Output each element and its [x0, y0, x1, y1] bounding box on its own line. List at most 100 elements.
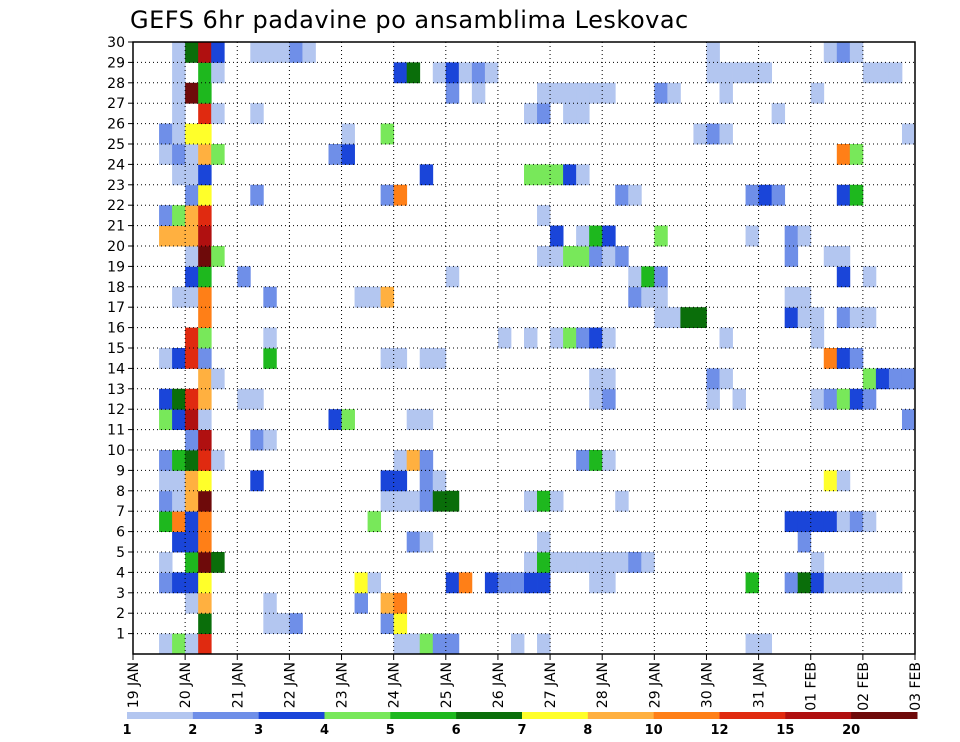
- heatmap-cell: [550, 225, 564, 247]
- colorbar-label: 4: [320, 723, 329, 738]
- heatmap-cell: [380, 184, 395, 206]
- heatmap-cell: [563, 164, 577, 186]
- heatmap-cell: [589, 368, 603, 390]
- colorbar-segment: [851, 712, 918, 719]
- heatmap-cell: [172, 409, 186, 430]
- heatmap-cell: [237, 388, 251, 410]
- heatmap-cell: [615, 246, 629, 267]
- heatmap-cell: [185, 490, 199, 512]
- heatmap-cell: [602, 82, 616, 104]
- y-tick-label: 27: [107, 96, 125, 112]
- heatmap-cell: [576, 246, 590, 267]
- heatmap-cell: [250, 470, 264, 492]
- heatmap-cell: [172, 62, 186, 84]
- heatmap-cell: [628, 552, 642, 573]
- heatmap-cell: [550, 246, 564, 267]
- heatmap-cell: [445, 82, 460, 104]
- heatmap-cell: [263, 348, 277, 369]
- heatmap-cell: [797, 286, 812, 308]
- colorbar-label: 8: [583, 723, 592, 738]
- heatmap-cell: [589, 572, 603, 594]
- colorbar-segment: [785, 712, 852, 719]
- colorbar-label: 15: [776, 723, 794, 738]
- colorbar-segment: [456, 712, 523, 719]
- heatmap-cell: [198, 388, 212, 410]
- heatmap-cell: [550, 490, 564, 512]
- heatmap-cell: [836, 470, 851, 492]
- heatmap-cell: [888, 572, 903, 594]
- x-tick-label: 20 JAN: [178, 662, 194, 708]
- heatmap-cell: [654, 82, 668, 104]
- heatmap-cell: [185, 184, 199, 206]
- heatmap-cell: [758, 62, 773, 84]
- heatmap-cell: [537, 82, 551, 104]
- heatmap-cell: [888, 62, 903, 84]
- x-tick-label: 24 JAN: [387, 662, 403, 708]
- heatmap-cell: [263, 592, 277, 614]
- heatmap-cell: [862, 307, 877, 328]
- y-tick-label: 26: [107, 117, 125, 133]
- heatmap-cell: [185, 42, 199, 63]
- heatmap-cell: [589, 388, 603, 410]
- heatmap-cell: [497, 327, 512, 349]
- heatmap-cell: [484, 572, 499, 594]
- heatmap-cell: [758, 633, 773, 655]
- heatmap-cell: [393, 470, 408, 492]
- x-tick-label: 27 JAN: [543, 662, 559, 708]
- heatmap-cell: [185, 144, 199, 165]
- heatmap-cell: [172, 82, 186, 104]
- heatmap-cell: [380, 592, 395, 614]
- heatmap-cell: [380, 470, 395, 492]
- heatmap-cell: [693, 123, 707, 145]
- y-tick-label: 15: [107, 341, 125, 357]
- y-tick-label: 1: [116, 627, 125, 643]
- heatmap-cell: [576, 225, 590, 247]
- y-tick-label: 9: [116, 463, 125, 479]
- heatmap-cell: [393, 592, 408, 614]
- heatmap-cell: [784, 572, 799, 594]
- heatmap-cell: [380, 613, 395, 634]
- heatmap-cell: [563, 327, 577, 349]
- heatmap-cell: [172, 42, 186, 63]
- heatmap-cell: [198, 450, 212, 471]
- chart-title: GEFS 6hr padavine po ansamblima Leskovac: [130, 6, 689, 34]
- heatmap-cell: [497, 572, 512, 594]
- heatmap-cell: [367, 572, 382, 594]
- heatmap-cell: [615, 552, 629, 573]
- x-tick-label: 19 JAN: [126, 662, 142, 708]
- heatmap-cell: [576, 103, 590, 124]
- x-tick-label: 01 FEB: [804, 662, 820, 711]
- heatmap-cell: [185, 266, 199, 288]
- heatmap-cell: [250, 184, 264, 206]
- heatmap-cell: [406, 531, 421, 553]
- heatmap-cell: [797, 225, 812, 247]
- heatmap-cell: [745, 225, 759, 247]
- y-tick-label: 24: [107, 157, 125, 173]
- heatmap-cell: [576, 327, 590, 349]
- heatmap-cell: [263, 429, 277, 451]
- heatmap-cell: [693, 307, 707, 328]
- heatmap-cell: [172, 470, 186, 492]
- heatmap-cell: [862, 511, 877, 532]
- heatmap-cell: [185, 409, 199, 430]
- heatmap-cell: [380, 490, 395, 512]
- heatmap-cell: [445, 62, 460, 84]
- colorbar-segment: [522, 712, 589, 719]
- heatmap-cell: [393, 613, 408, 634]
- heatmap-cell: [237, 266, 251, 288]
- colorbar-segment: [719, 712, 786, 719]
- heatmap-cell: [524, 572, 538, 594]
- x-tick-label: 29 JAN: [647, 662, 663, 708]
- heatmap-cell: [185, 225, 199, 247]
- heatmap-cell: [901, 409, 916, 430]
- heatmap-cell: [732, 388, 746, 410]
- y-tick-label: 21: [107, 219, 125, 235]
- heatmap-cell: [198, 184, 212, 206]
- heatmap-cell: [745, 633, 759, 655]
- heatmap-cell: [172, 225, 186, 247]
- heatmap-cell: [185, 450, 199, 471]
- heatmap-cell: [771, 184, 786, 206]
- x-tick-label: 31 JAN: [752, 662, 768, 708]
- heatmap-cell: [172, 123, 186, 145]
